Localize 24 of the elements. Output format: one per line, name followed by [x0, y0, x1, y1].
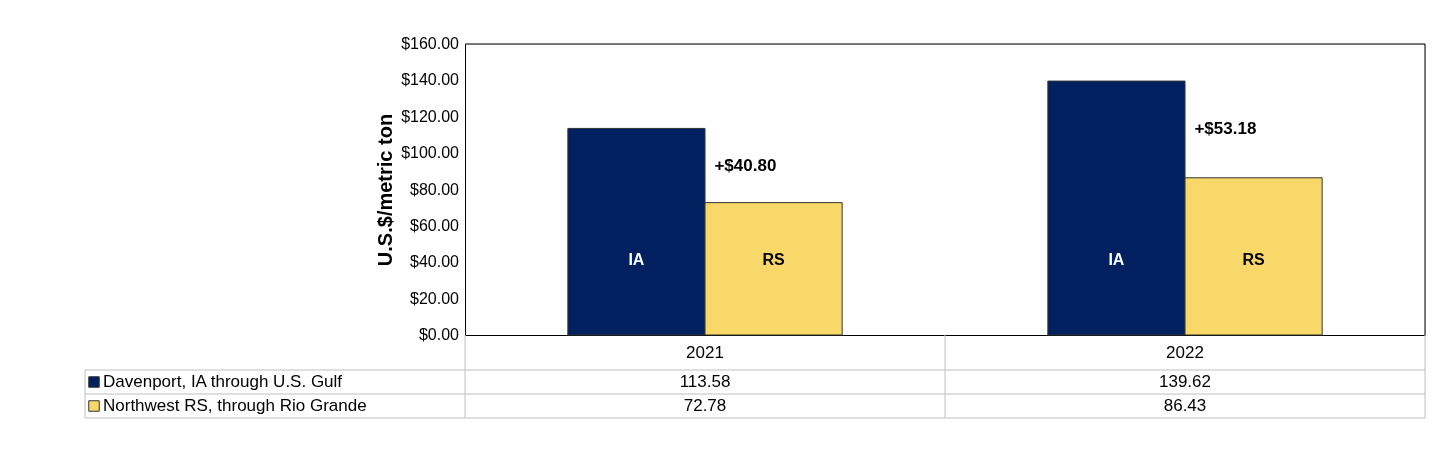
data-label: 72.78: [683, 396, 727, 415]
annotation: RS: [762, 251, 786, 268]
annotation: +$53.18: [1194, 119, 1257, 139]
annotation: RS: [1242, 251, 1266, 268]
annotation: IA: [628, 251, 645, 268]
data-label: 86.43: [1163, 396, 1207, 415]
y-tick-label: $20.00: [410, 289, 460, 307]
y-tick-label: $100.00: [401, 144, 460, 162]
legend-label: Northwest RS, through Rio Grande: [103, 396, 367, 415]
y-tick-label: $140.00: [401, 71, 460, 89]
x-tick-label: 2022: [1166, 342, 1204, 362]
annotation: +$40.80: [714, 155, 777, 175]
y-axis-title: U.S.$/metric ton: [373, 113, 396, 267]
data-label: 113.58: [679, 372, 731, 391]
y-tick-label: $80.00: [410, 180, 460, 198]
y-tick-label: $0.00: [418, 326, 460, 343]
y-tick-label: $160.00: [401, 35, 460, 52]
y-tick-label: $40.00: [410, 253, 460, 271]
annotation: IA: [1108, 251, 1125, 268]
y-tick-label: $120.00: [401, 107, 460, 125]
x-tick-label: 2021: [686, 342, 724, 362]
y-tick-label: $60.00: [410, 216, 460, 234]
legend-label: Davenport, IA through U.S. Gulf: [103, 372, 343, 391]
data-label: 139.62: [1159, 372, 1211, 391]
